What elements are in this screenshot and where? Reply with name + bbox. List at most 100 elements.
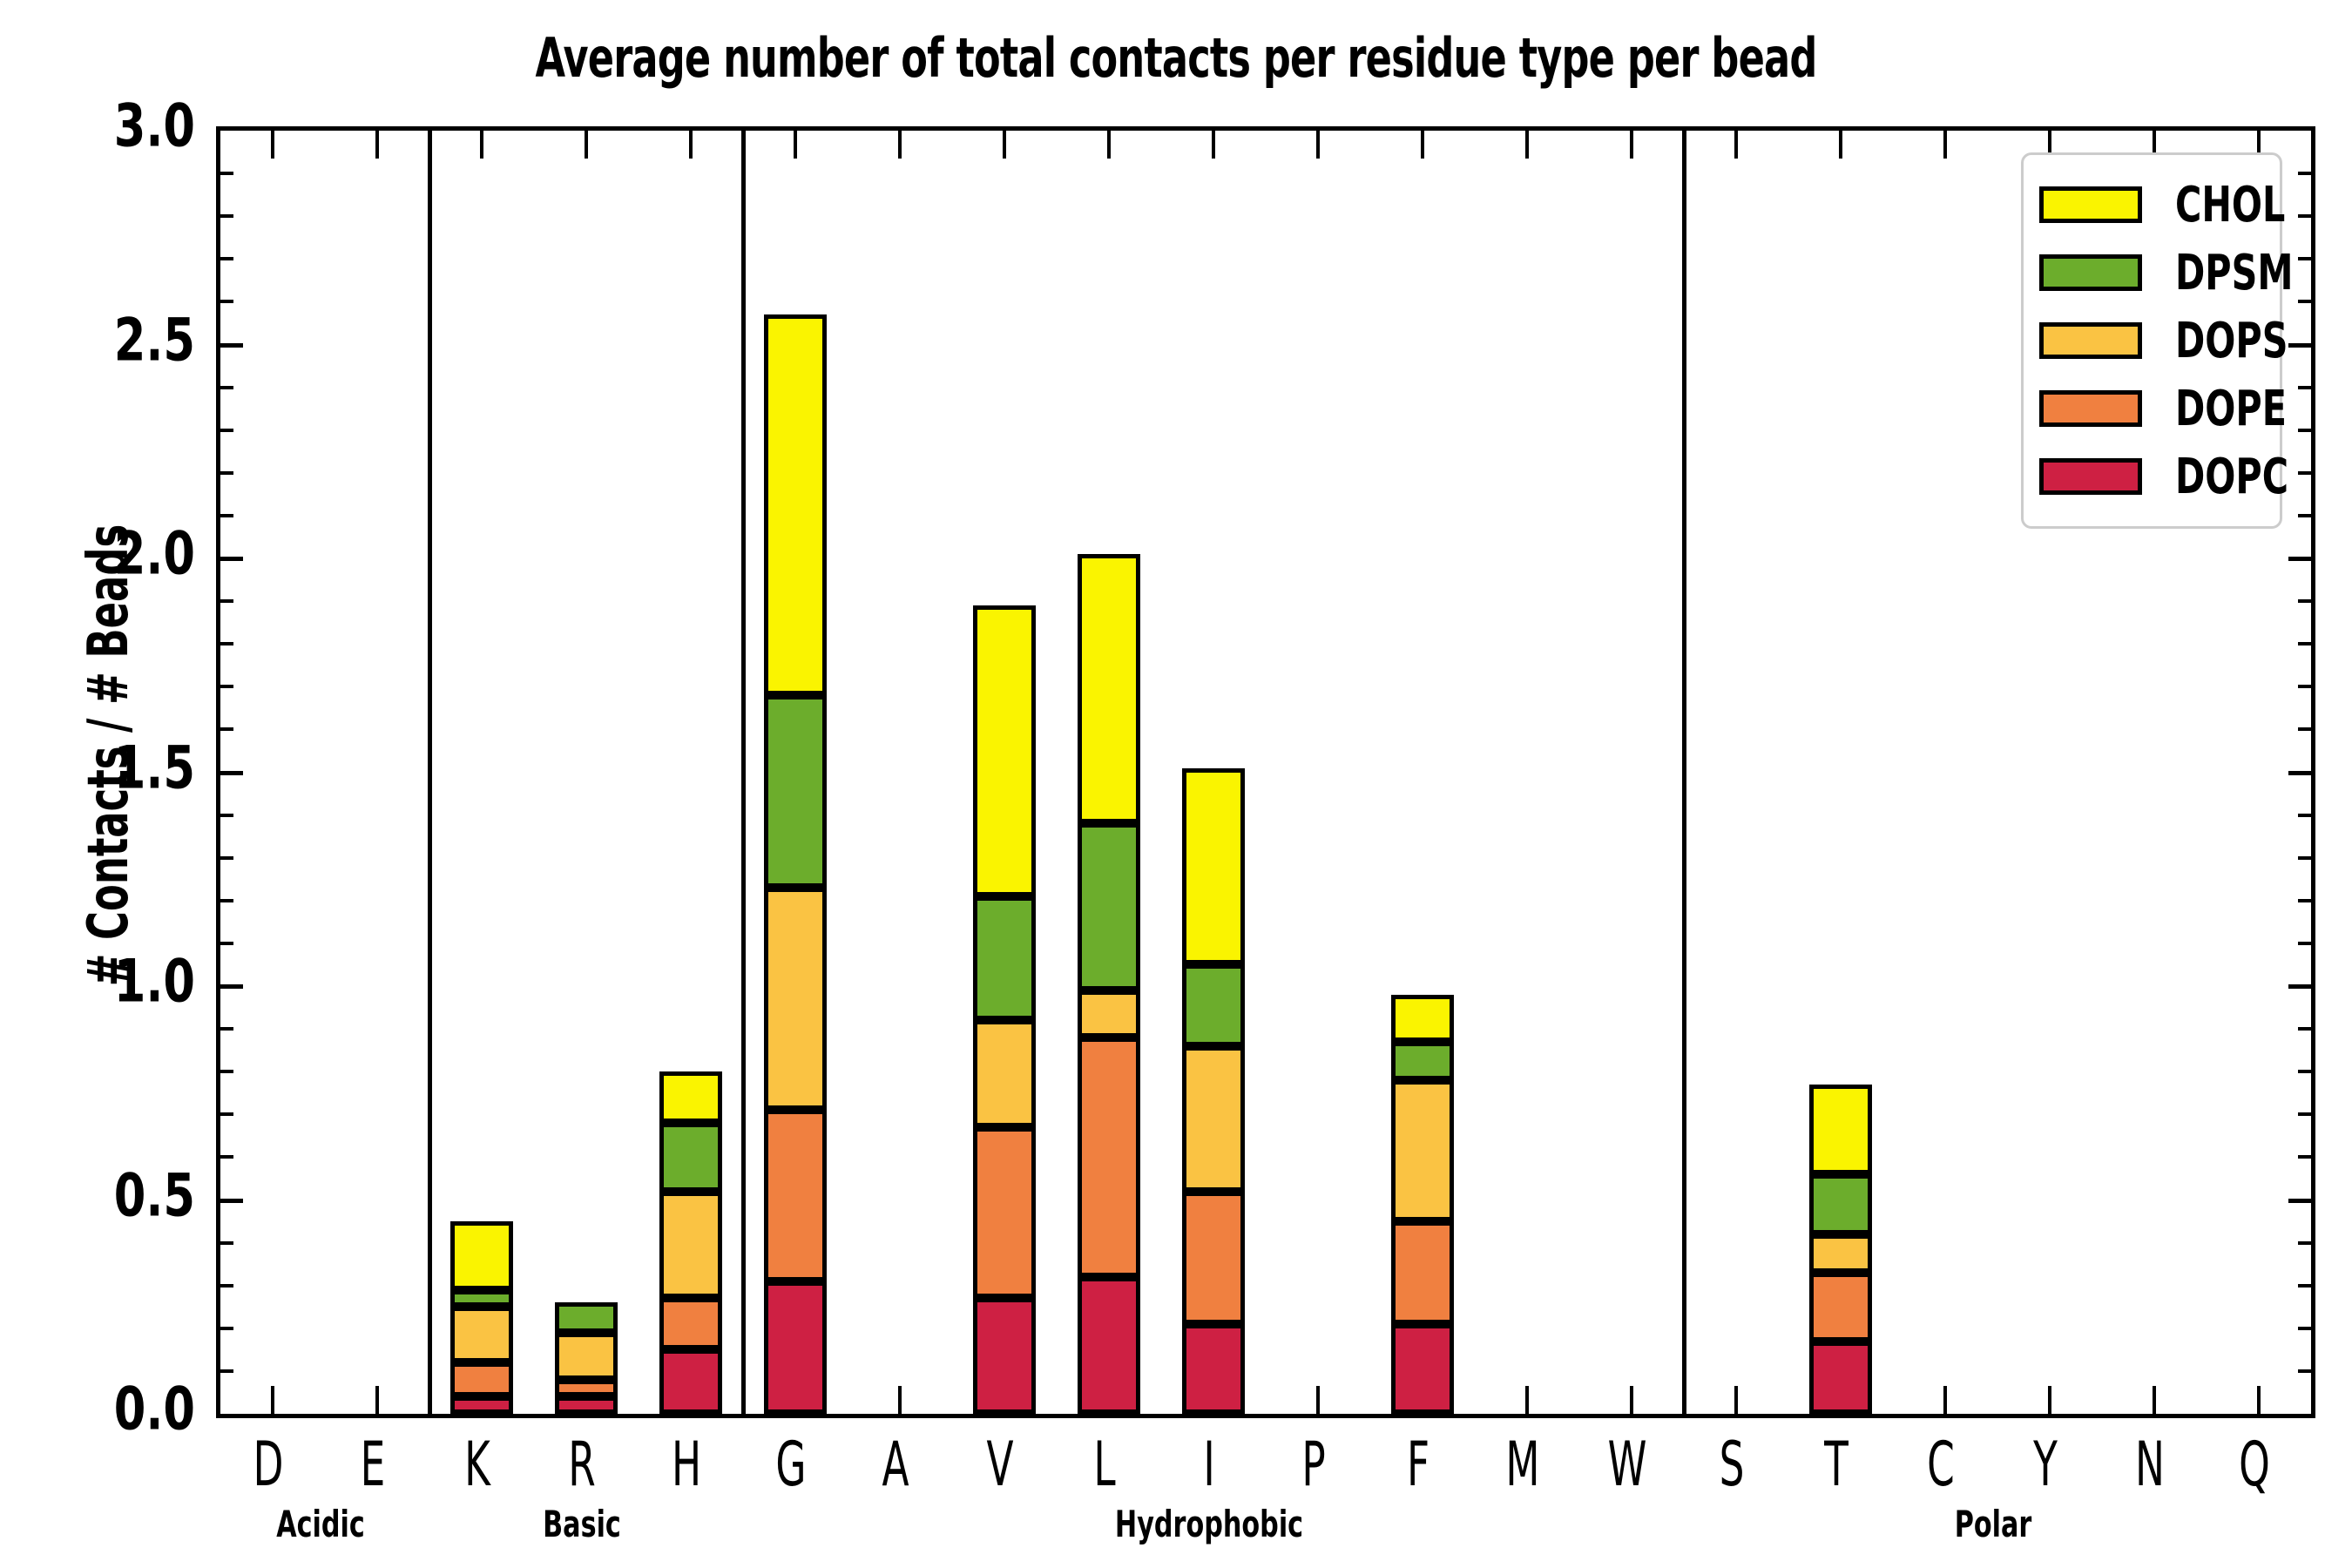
y-tick-major [2288, 1198, 2311, 1203]
bar-segment-DOPC[interactable] [555, 1396, 618, 1414]
legend-swatch-dops [2039, 322, 2142, 359]
bar-segment-DOPC[interactable] [450, 1396, 513, 1414]
x-tick-top [794, 131, 797, 159]
y-tick-minor [220, 1240, 233, 1245]
y-tick-minor [220, 642, 233, 646]
x-tick-top [1943, 131, 1947, 159]
bar-segment-CHOL[interactable] [1391, 994, 1454, 1042]
y-tick-minor [2298, 813, 2311, 817]
bar-V[interactable] [973, 605, 1036, 1414]
x-tick-top [1839, 131, 1842, 159]
x-tick-top [1212, 131, 1215, 159]
bar-segment-CHOL[interactable] [1809, 1084, 1872, 1175]
y-tick-minor [2298, 1369, 2311, 1373]
y-tick-minor [2298, 257, 2311, 261]
bar-L[interactable] [1078, 554, 1140, 1414]
y-tick-minor [220, 813, 233, 817]
bar-segment-DOPS[interactable] [1391, 1080, 1454, 1222]
x-tick-label-R: R [568, 1429, 596, 1500]
bar-segment-DPSM[interactable] [1078, 823, 1140, 990]
bar-segment-DPSM[interactable] [1182, 964, 1245, 1046]
y-tick-major [2288, 557, 2311, 561]
bar-segment-DPSM[interactable] [1391, 1041, 1454, 1081]
bar-segment-DOPS[interactable] [1078, 990, 1140, 1037]
bar-segment-DOPS[interactable] [555, 1332, 618, 1380]
group-label-hydrophobic: Hydrophobic [1114, 1503, 1304, 1545]
bar-segment-DOPS[interactable] [973, 1020, 1036, 1128]
x-tick-label-K: K [464, 1429, 490, 1500]
bar-I[interactable] [1182, 767, 1245, 1414]
bar-segment-DOPS[interactable] [764, 888, 827, 1111]
bar-segment-DOPS[interactable] [450, 1307, 513, 1363]
y-tick-minor [2298, 642, 2311, 646]
legend-label: DOPC [2175, 448, 2289, 505]
y-tick-minor [2298, 1112, 2311, 1117]
bar-segment-CHOL[interactable] [764, 314, 827, 696]
y-tick-label: 2.0 [113, 519, 195, 589]
bar-G[interactable] [764, 314, 827, 1414]
bar-R[interactable] [555, 1302, 618, 1414]
bar-segment-DOPS[interactable] [1809, 1233, 1872, 1273]
bar-K[interactable] [450, 1221, 513, 1414]
y-tick-label: 1.5 [113, 733, 195, 802]
legend-swatch-chol [2039, 186, 2142, 223]
bar-segment-DOPC[interactable] [764, 1281, 827, 1414]
bar-segment-CHOL[interactable] [1182, 767, 1245, 965]
group-separator [427, 131, 432, 1414]
y-tick-minor [220, 1027, 233, 1031]
bar-segment-DOPE[interactable] [1182, 1191, 1245, 1324]
bar-segment-CHOL[interactable] [973, 605, 1036, 896]
y-tick-minor [220, 599, 233, 604]
x-tick-bottom [1525, 1386, 1529, 1414]
legend-item-dpsm[interactable]: DPSM [2039, 239, 2293, 307]
y-tick-minor [2298, 214, 2311, 219]
plot-inner [220, 131, 2311, 1414]
y-tick-major [220, 342, 243, 348]
bar-F[interactable] [1391, 994, 1454, 1414]
legend-label: DOPE [2175, 380, 2287, 437]
bar-segment-DOPC[interactable] [1391, 1323, 1454, 1414]
x-tick-label-N: N [2135, 1429, 2165, 1500]
bar-segment-CHOL[interactable] [450, 1221, 513, 1290]
bar-segment-DOPS[interactable] [1182, 1045, 1245, 1192]
x-tick-bottom [375, 1386, 379, 1414]
bar-segment-DOPE[interactable] [450, 1362, 513, 1397]
bar-segment-DOPE[interactable] [764, 1110, 827, 1281]
bar-segment-DPSM[interactable] [973, 896, 1036, 1021]
bar-H[interactable] [659, 1071, 722, 1414]
bar-segment-DOPC[interactable] [659, 1349, 722, 1414]
bar-segment-DPSM[interactable] [764, 695, 827, 889]
bar-segment-CHOL[interactable] [659, 1071, 722, 1124]
bar-segment-DPSM[interactable] [450, 1289, 513, 1308]
y-tick-label: 1.0 [113, 947, 195, 1017]
bar-segment-CHOL[interactable] [1078, 554, 1140, 824]
legend-item-dops[interactable]: DOPS [2039, 307, 2288, 375]
legend-swatch-dopc [2039, 458, 2142, 495]
bar-segment-DPSM[interactable] [1809, 1174, 1872, 1234]
bar-segment-DOPE[interactable] [1078, 1037, 1140, 1277]
bar-segment-DOPE[interactable] [555, 1379, 618, 1397]
x-tick-label-E: E [360, 1429, 386, 1500]
bar-segment-DOPE[interactable] [1391, 1221, 1454, 1324]
y-tick-minor [220, 685, 233, 689]
bar-segment-DOPE[interactable] [1809, 1272, 1872, 1342]
y-tick-major [2288, 342, 2311, 348]
bar-segment-DOPE[interactable] [973, 1127, 1036, 1299]
bar-segment-DOPC[interactable] [973, 1298, 1036, 1414]
bar-segment-DPSM[interactable] [555, 1302, 618, 1333]
bar-segment-DOPE[interactable] [659, 1298, 722, 1350]
x-tick-top [585, 131, 588, 159]
bar-segment-DOPC[interactable] [1182, 1323, 1245, 1414]
bar-segment-DOPC[interactable] [1809, 1341, 1872, 1414]
bar-segment-DOPC[interactable] [1078, 1276, 1140, 1414]
legend-label: DPSM [2175, 244, 2294, 301]
y-tick-label: 0.0 [113, 1375, 195, 1444]
x-tick-bottom [1734, 1386, 1738, 1414]
legend-item-chol[interactable]: CHOL [2039, 171, 2285, 239]
y-tick-major [2288, 984, 2311, 989]
legend-item-dopc[interactable]: DOPC [2039, 443, 2288, 510]
bar-T[interactable] [1809, 1084, 1872, 1414]
bar-segment-DOPS[interactable] [659, 1191, 722, 1299]
bar-segment-DPSM[interactable] [659, 1123, 722, 1192]
legend-item-dope[interactable]: DOPE [2039, 375, 2287, 443]
